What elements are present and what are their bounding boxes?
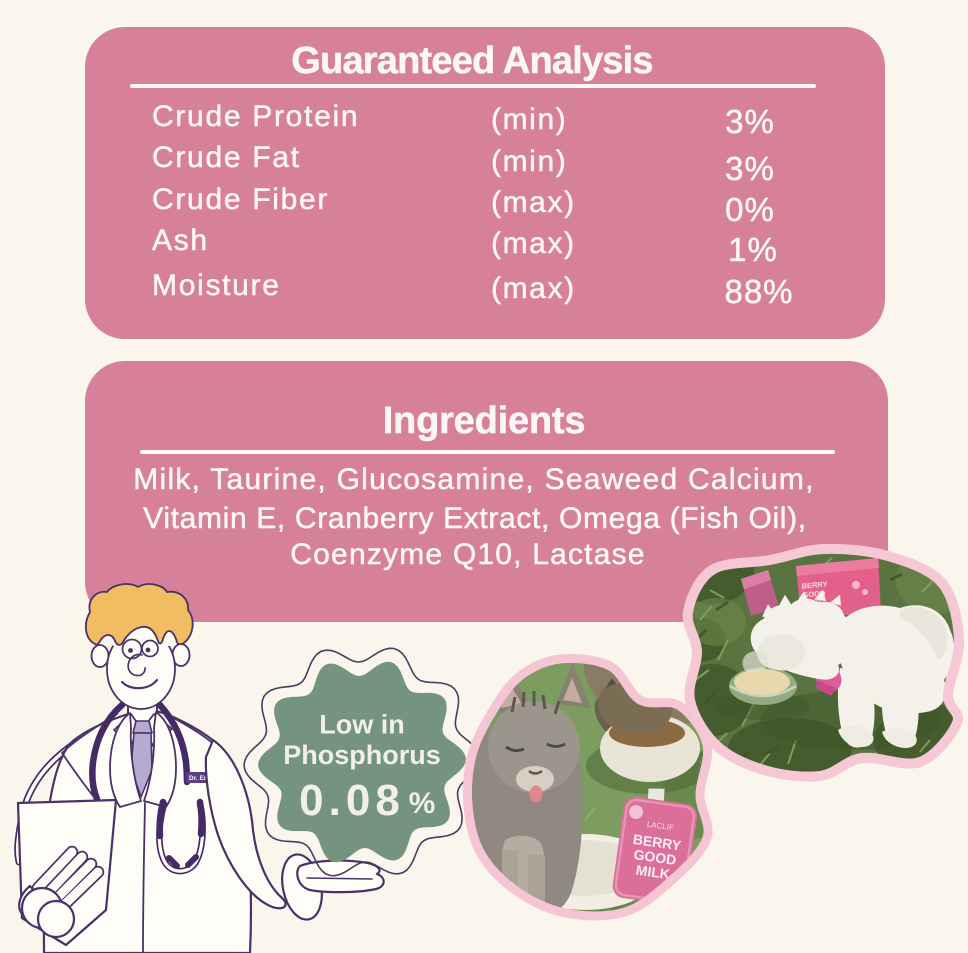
svg-text:MILK: MILK [635,862,671,883]
svg-text:GOOD: GOOD [633,846,678,868]
svg-text:Low in: Low in [319,710,404,740]
svg-text:GOOD: GOOD [802,589,826,600]
svg-text:Phosphorus: Phosphorus [283,740,441,770]
svg-text:%: % [409,787,436,820]
svg-text:Dr. Eric: Dr. Eric [189,775,212,782]
svg-text:BERRY: BERRY [801,579,828,590]
svg-text:0.08: 0.08 [299,776,405,825]
svg-text:LACLIF: LACLIF [646,820,674,833]
svg-text:BERRY: BERRY [632,831,683,854]
